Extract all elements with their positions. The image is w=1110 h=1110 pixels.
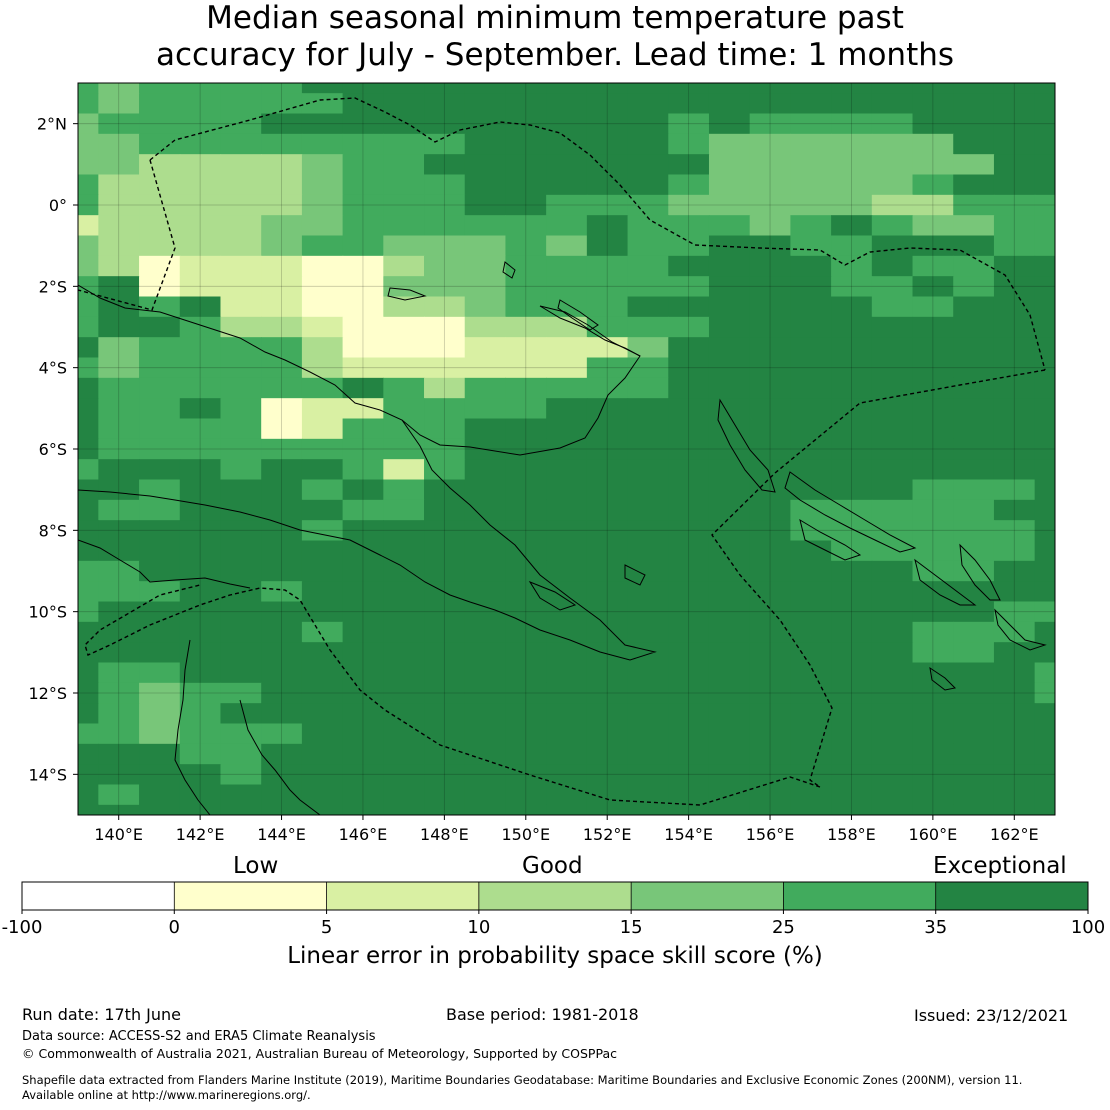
lon-tick-label: 154°E xyxy=(664,825,713,844)
colorbar-swatch xyxy=(22,882,175,910)
lon-tick-label: 152°E xyxy=(583,825,632,844)
copyright: © Commonwealth of Australia 2021, Austra… xyxy=(22,1046,617,1061)
lon-tick-label: 150°E xyxy=(501,825,550,844)
latitude-ticks: 2°N 0° 2°S 4°S 6°S 8°S 10°S 12°S 14°S xyxy=(28,115,78,784)
lat-tick-label: 10°S xyxy=(28,603,67,622)
colorbar-tick-label: 0 xyxy=(169,917,180,938)
lat-tick-label: 14°S xyxy=(28,765,67,784)
skill-grid xyxy=(78,83,1055,815)
lat-tick-label: 12°S xyxy=(28,684,67,703)
lat-tick-label: 2°S xyxy=(39,277,67,296)
lon-tick-label: 142°E xyxy=(176,825,225,844)
issued-date: Issued: 23/12/2021 xyxy=(914,1006,1069,1025)
colorbar-swatch xyxy=(174,882,328,910)
base-period: Base period: 1981-2018 xyxy=(446,1005,639,1024)
lat-tick-label: 8°S xyxy=(39,521,67,540)
colorbar-tick-label: 100 xyxy=(1071,917,1105,938)
title-line-1: Median seasonal minimum temperature past xyxy=(206,0,904,36)
colorbar-swatch xyxy=(783,882,937,910)
lon-tick-label: 162°E xyxy=(990,825,1039,844)
lat-tick-label: 0° xyxy=(49,196,67,215)
colorbar-swatch xyxy=(935,882,1089,910)
lon-tick-label: 158°E xyxy=(827,825,876,844)
longitude-ticks: 140°E 142°E 144°E 146°E 148°E 150°E 152°E 154°E… xyxy=(94,815,1039,844)
colorbar-ticks: -100 0 5 10 15 25 35 100 xyxy=(2,910,1105,938)
colorbar-tick-label: 35 xyxy=(924,917,947,938)
category-low: Low xyxy=(233,853,279,879)
lon-tick-label: 156°E xyxy=(746,825,795,844)
data-source: Data source: ACCESS-S2 and ERA5 Climate … xyxy=(22,1029,376,1044)
graticule xyxy=(78,83,1055,815)
colorbar-tick-label: 5 xyxy=(321,917,332,938)
lon-tick-label: 140°E xyxy=(94,825,143,844)
map-title: Median seasonal minimum temperature past… xyxy=(0,0,1110,74)
lat-tick-label: 4°S xyxy=(39,359,67,378)
colorbar xyxy=(21,881,1089,911)
eez-boundary xyxy=(78,97,1046,806)
colorbar-swatch xyxy=(326,882,480,910)
colorbar-swatch xyxy=(478,882,632,910)
shapefile-credit-1: Shapefile data extracted from Flanders M… xyxy=(22,1073,1023,1087)
lon-tick-label: 144°E xyxy=(257,825,306,844)
lon-tick-label: 148°E xyxy=(420,825,469,844)
lon-tick-label: 160°E xyxy=(909,825,958,844)
title-line-2: accuracy for July - September. Lead time… xyxy=(155,37,955,73)
lat-tick-label: 6°S xyxy=(39,440,67,459)
colorbar-tick-label: 10 xyxy=(467,917,490,938)
coastlines xyxy=(78,261,1047,815)
colorbar-swatch xyxy=(631,882,784,910)
colorbar-tick-label: 15 xyxy=(620,917,643,938)
lon-tick-label: 146°E xyxy=(339,825,388,844)
run-date: Run date: 17th June xyxy=(22,1005,182,1024)
category-good: Good xyxy=(522,853,583,879)
colorbar-label: Linear error in probability space skill … xyxy=(287,943,823,969)
category-exceptional: Exceptional xyxy=(933,853,1067,879)
colorbar-tick-label: -100 xyxy=(2,917,43,938)
colorbar-tick-label: 25 xyxy=(772,917,795,938)
lat-tick-label: 2°N xyxy=(37,115,67,134)
shapefile-credit-2: Available online at http://www.marinereg… xyxy=(22,1088,311,1102)
